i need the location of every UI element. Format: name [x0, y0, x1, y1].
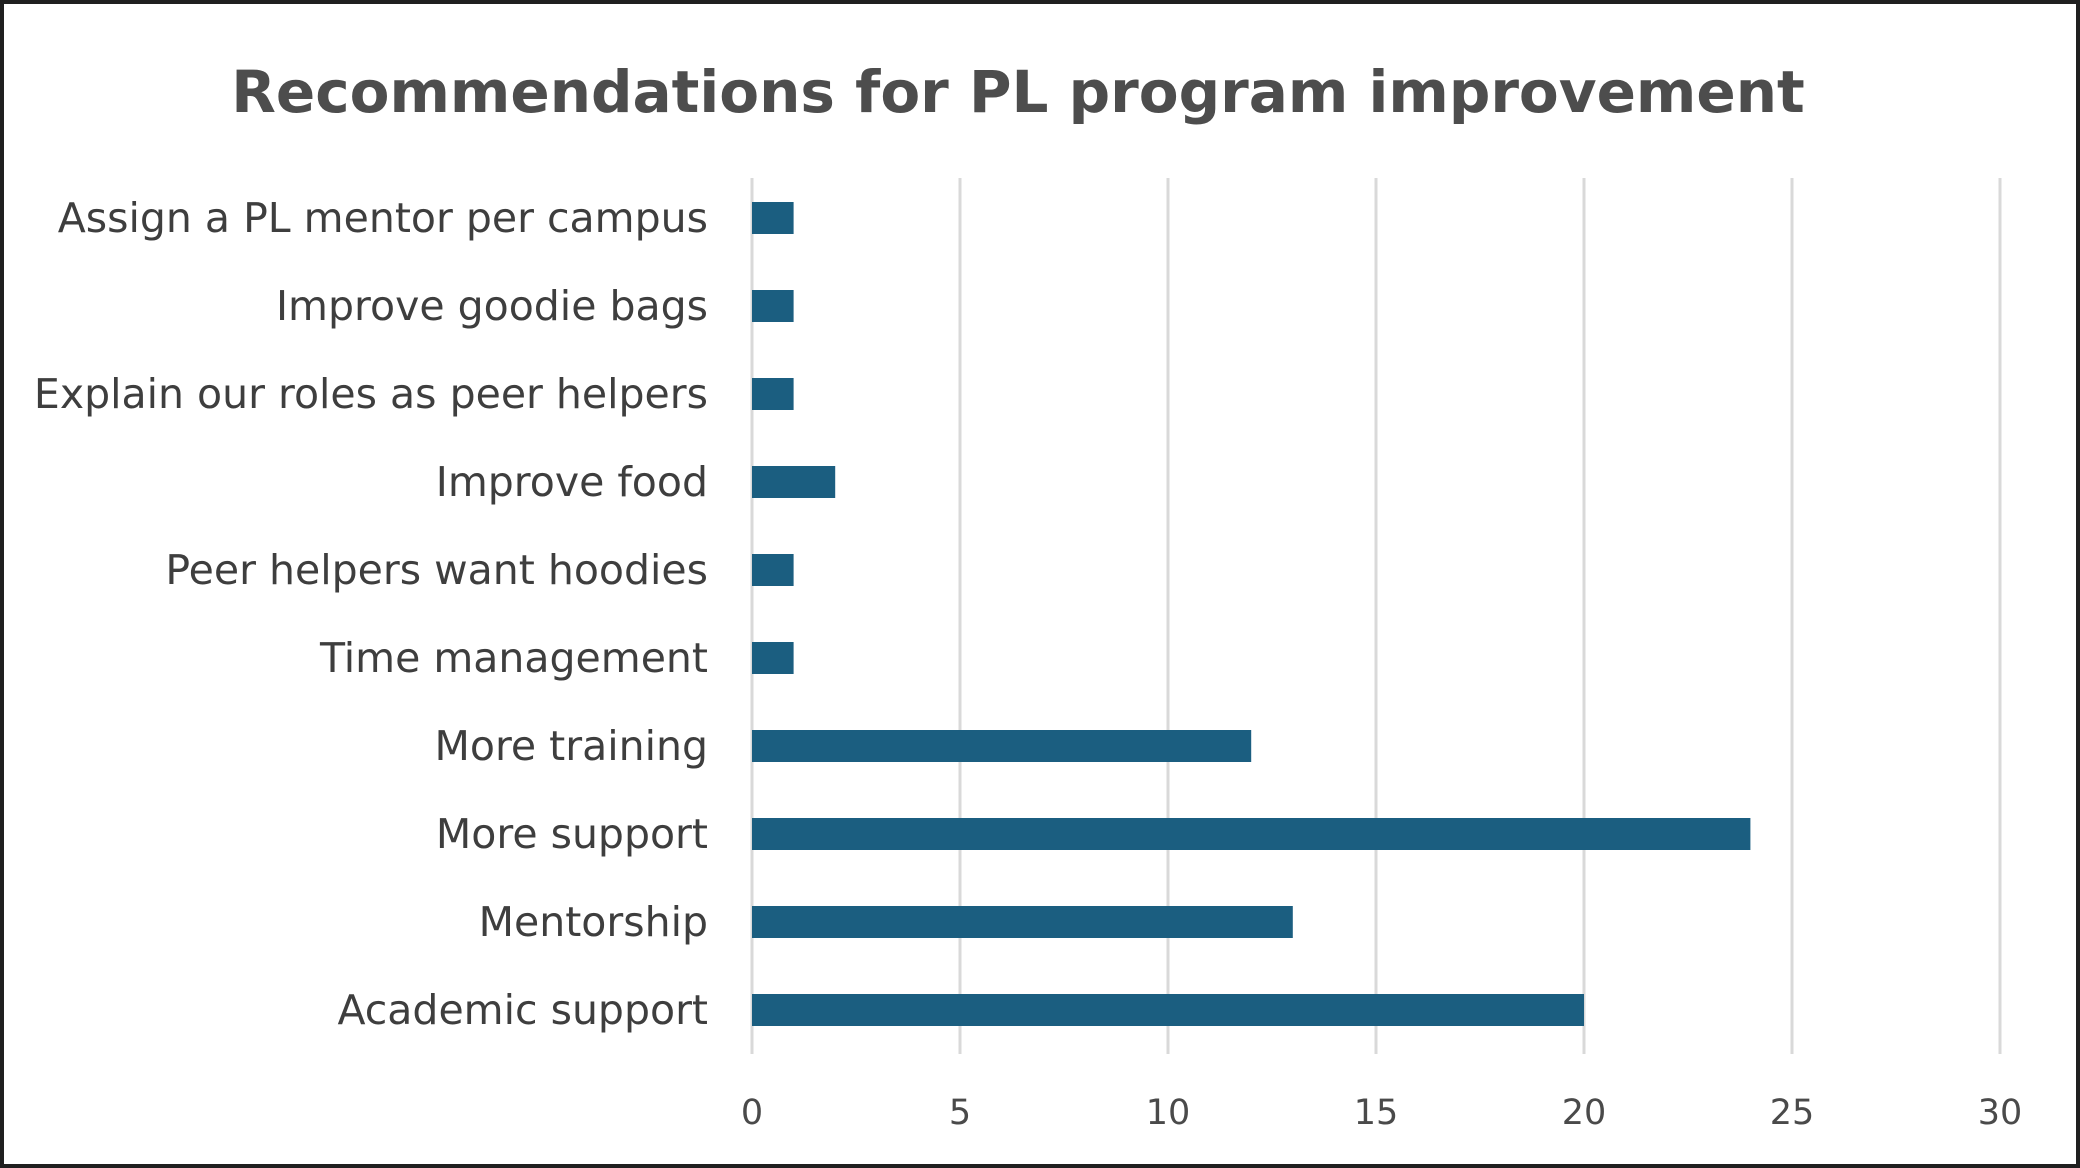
bar-6 [752, 730, 1252, 762]
category-label-3: Improve food [436, 458, 708, 506]
x-tick-label-6: 30 [1978, 1093, 2023, 1133]
bar-5 [752, 642, 794, 674]
bar-3 [752, 466, 836, 498]
category-label-8: Mentorship [479, 898, 708, 946]
category-label-4: Peer helpers want hoodies [165, 546, 708, 594]
bar-8 [752, 906, 1293, 938]
x-tick-label-2: 10 [1146, 1093, 1191, 1133]
bars [752, 202, 1751, 1026]
category-label-5: Time management [319, 634, 708, 682]
bar-4 [752, 554, 794, 586]
bar-1 [752, 290, 794, 322]
bar-2 [752, 378, 794, 410]
x-tick-labels: 0 5 10 15 20 25 30 [741, 1093, 2022, 1133]
category-label-9: Academic support [337, 986, 708, 1034]
x-tick-label-1: 5 [949, 1093, 971, 1133]
category-label-1: Improve goodie bags [276, 282, 708, 330]
x-tick-label-3: 15 [1354, 1093, 1399, 1133]
x-tick-label-0: 0 [741, 1093, 763, 1133]
bar-9 [752, 994, 1584, 1026]
category-label-0: Assign a PL mentor per campus [58, 194, 708, 242]
category-label-7: More support [436, 810, 708, 858]
bar-0 [752, 202, 794, 234]
x-tick-label-4: 20 [1562, 1093, 1607, 1133]
bar-chart: Recommendations for PL program improveme… [34, 58, 2022, 1133]
chart-title: Recommendations for PL program improveme… [231, 58, 1804, 126]
bar-7 [752, 818, 1751, 850]
category-label-2: Explain our roles as peer helpers [34, 370, 708, 418]
gridlines [750, 178, 2002, 1054]
category-labels: Assign a PL mentor per campus Improve goo… [34, 194, 708, 1034]
category-label-6: More training [434, 722, 708, 770]
x-tick-label-5: 25 [1770, 1093, 1815, 1133]
